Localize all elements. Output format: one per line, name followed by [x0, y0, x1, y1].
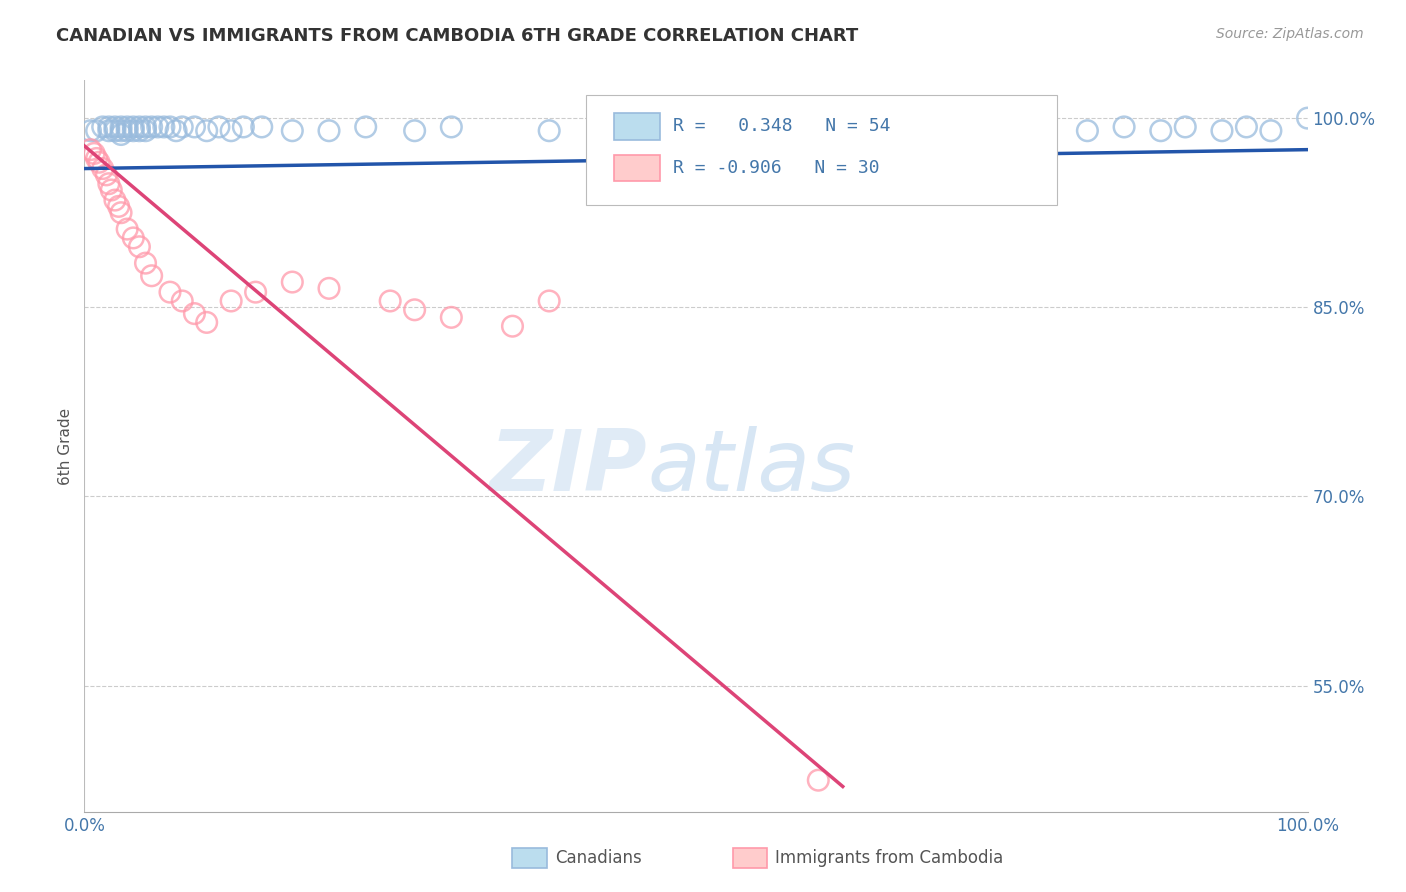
Point [115, 222, 138, 236]
Point [440, 120, 463, 134]
Point [281, 124, 304, 138]
Point [172, 293, 194, 308]
Point [538, 124, 561, 138]
Point [747, 124, 769, 138]
Text: Immigrants from Cambodia: Immigrants from Cambodia [776, 849, 1004, 867]
Point [97, 177, 120, 191]
Point [141, 120, 163, 134]
Point [153, 120, 176, 134]
Point [1114, 120, 1136, 134]
Point [380, 293, 402, 308]
Point [953, 124, 976, 138]
Point [100, 183, 122, 197]
Point [110, 205, 132, 219]
Point [208, 120, 231, 134]
Point [104, 124, 127, 138]
Point [250, 120, 273, 134]
Point [128, 240, 150, 254]
Text: ZIP: ZIP [489, 426, 647, 509]
Point [97, 120, 120, 134]
Point [404, 302, 426, 317]
Point [1150, 124, 1173, 138]
Point [165, 124, 187, 138]
Text: CANADIAN VS IMMIGRANTS FROM CAMBODIA 6TH GRADE CORRELATION CHART: CANADIAN VS IMMIGRANTS FROM CAMBODIA 6TH… [56, 27, 859, 45]
Point [1076, 124, 1098, 138]
Point [122, 124, 145, 138]
Text: atlas: atlas [647, 426, 855, 509]
Point [86, 152, 108, 166]
Point [183, 307, 205, 321]
Point [104, 193, 127, 207]
Point [869, 124, 891, 138]
Text: R =   0.348   N = 54: R = 0.348 N = 54 [672, 118, 890, 136]
Point [159, 285, 181, 300]
Point [1236, 120, 1258, 134]
Point [141, 268, 163, 283]
Point [1260, 124, 1282, 138]
Point [110, 128, 132, 142]
Point [245, 285, 267, 300]
Point [135, 256, 157, 270]
Point [146, 120, 169, 134]
Point [115, 124, 138, 138]
Point [110, 120, 132, 134]
FancyBboxPatch shape [586, 95, 1057, 204]
Point [219, 293, 242, 308]
Point [1174, 120, 1197, 134]
Point [104, 120, 127, 134]
Point [122, 231, 145, 245]
Point [624, 124, 647, 138]
Point [79, 143, 101, 157]
Point [1211, 124, 1233, 138]
Point [91, 120, 114, 134]
Point [135, 124, 157, 138]
Point [135, 120, 157, 134]
Point [97, 124, 120, 138]
Point [807, 120, 830, 134]
Point [128, 124, 150, 138]
Point [538, 293, 561, 308]
Point [905, 120, 928, 134]
Point [159, 120, 181, 134]
Point [354, 120, 377, 134]
Point [128, 120, 150, 134]
Point [440, 310, 463, 325]
Point [318, 124, 340, 138]
Bar [614, 113, 661, 139]
Point [87, 155, 110, 169]
Point [232, 120, 254, 134]
Point [281, 275, 304, 289]
Y-axis label: 6th Grade: 6th Grade [58, 408, 73, 484]
Text: R = -0.906   N = 30: R = -0.906 N = 30 [672, 159, 879, 177]
Point [807, 773, 830, 788]
Point [183, 120, 205, 134]
Point [586, 120, 609, 134]
Point [502, 319, 524, 334]
Bar [513, 847, 547, 868]
Point [991, 120, 1014, 134]
Point [219, 124, 242, 138]
Point [685, 120, 707, 134]
Point [195, 124, 218, 138]
Point [110, 124, 132, 138]
Point [195, 315, 218, 329]
Point [115, 120, 138, 134]
Point [91, 161, 114, 176]
Point [122, 120, 145, 134]
Point [1028, 120, 1050, 134]
Point [96, 168, 118, 182]
Text: Source: ZipAtlas.com: Source: ZipAtlas.com [1216, 27, 1364, 41]
Bar [733, 847, 766, 868]
Point [83, 146, 105, 161]
Point [172, 120, 194, 134]
Point [107, 199, 129, 213]
Bar [614, 155, 661, 181]
Text: Canadians: Canadians [555, 849, 643, 867]
Point [1296, 111, 1319, 125]
Point [404, 124, 426, 138]
Point [86, 124, 108, 138]
Point [79, 124, 101, 138]
Point [318, 281, 340, 295]
